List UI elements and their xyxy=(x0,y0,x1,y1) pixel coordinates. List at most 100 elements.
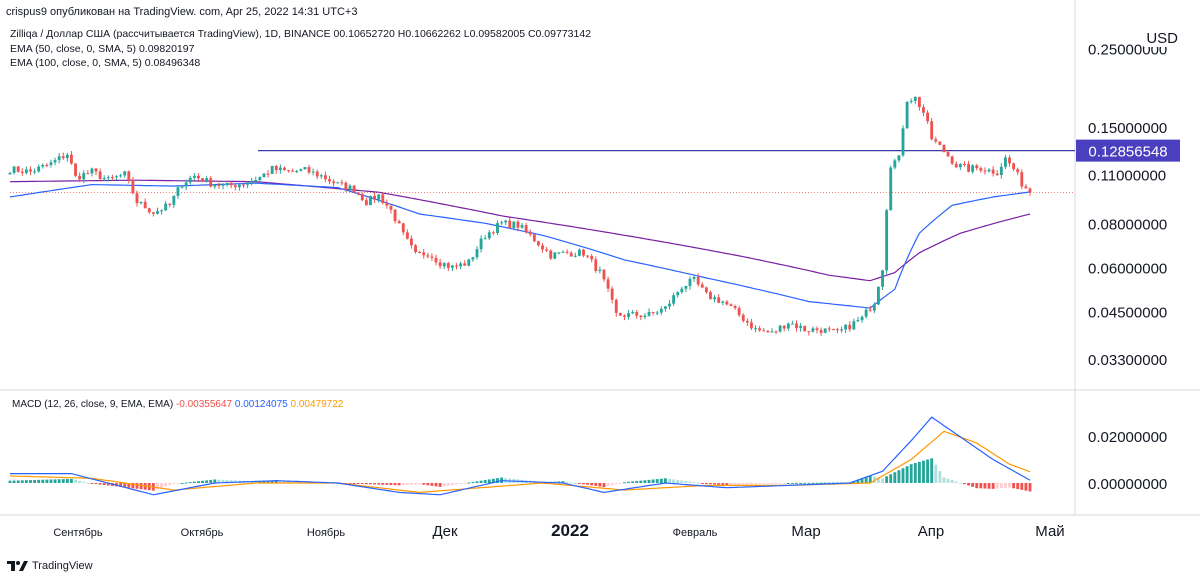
macd-histogram-bar xyxy=(782,483,786,484)
candle-body xyxy=(623,315,626,317)
candle-body xyxy=(786,323,790,329)
candle-body xyxy=(463,263,467,266)
macd-histogram-bar xyxy=(270,480,274,483)
macd-histogram-bar xyxy=(295,481,299,483)
candle-body xyxy=(532,234,536,242)
candle-body xyxy=(963,164,966,166)
macd-histogram-bar xyxy=(258,481,262,483)
macd-hist-value: -0.00355647 xyxy=(175,399,233,410)
candle-body xyxy=(139,201,143,204)
macd-histogram-bar xyxy=(672,479,676,483)
candle-body xyxy=(192,175,196,178)
candle-body xyxy=(717,297,721,303)
candle-body xyxy=(516,221,520,228)
macd-histogram-bar xyxy=(610,483,614,486)
macd-histogram-bar xyxy=(192,481,196,483)
macd-histogram-bar xyxy=(49,479,53,483)
candle-body xyxy=(12,166,16,173)
candle-body xyxy=(1020,172,1024,187)
candle-body xyxy=(393,209,397,222)
macd-histogram-bar xyxy=(778,483,782,484)
time-axis-label: Мар xyxy=(791,523,820,540)
macd-histogram-bar xyxy=(438,483,442,487)
candle-body xyxy=(115,176,118,178)
macd-histogram-bar xyxy=(922,460,925,483)
candle-body xyxy=(520,225,524,228)
macd-histogram-bar xyxy=(479,480,483,483)
candle-body xyxy=(815,328,819,331)
candle-body xyxy=(524,225,528,232)
publisher-line: crispus9 опубликован на TradingView. com… xyxy=(6,6,358,18)
candle-body xyxy=(106,176,110,178)
candle-body xyxy=(840,329,843,331)
tradingview-footer: TradingView xyxy=(6,560,93,572)
macd-histogram-bar xyxy=(401,483,405,486)
candle-body xyxy=(229,182,233,186)
macd-histogram-bar xyxy=(635,481,639,483)
candle-body xyxy=(614,299,618,313)
candle-body xyxy=(995,173,999,176)
candle-body xyxy=(160,210,163,212)
candle-body xyxy=(147,208,151,213)
candle-body xyxy=(561,251,565,253)
candle-body xyxy=(336,182,340,184)
candle-body xyxy=(696,276,700,285)
candle-body xyxy=(541,245,544,250)
macd-histogram-bar xyxy=(98,483,102,485)
macd-histogram-bar xyxy=(893,472,897,483)
candle-body xyxy=(250,180,254,183)
macd-histogram-bar xyxy=(12,480,16,483)
candle-body xyxy=(360,193,364,201)
macd-histogram-bar xyxy=(61,479,65,483)
candle-body xyxy=(954,163,958,168)
macd-histogram-bar xyxy=(405,483,409,485)
candle-body xyxy=(565,251,569,253)
macd-histogram-bar xyxy=(164,483,168,487)
macd-histogram-bar xyxy=(639,480,643,483)
candle-body xyxy=(659,308,663,313)
candle-body xyxy=(618,312,622,316)
macd-histogram-bar xyxy=(868,475,872,483)
macd-histogram-bar xyxy=(655,479,659,483)
candle-body xyxy=(78,175,82,180)
macd-histogram-bar xyxy=(889,474,893,483)
candle-body xyxy=(172,195,176,205)
macd-histogram-bar xyxy=(41,479,45,483)
candle-body xyxy=(700,284,704,288)
macd-histogram-bar xyxy=(676,479,680,483)
macd-histogram-bar xyxy=(29,480,32,483)
macd-histogram-bar xyxy=(1028,483,1032,492)
macd-histogram-bar xyxy=(434,483,438,487)
ema50-line xyxy=(9,182,1031,309)
macd-legend-label: MACD (12, 26, close, 9, EMA, EMA) xyxy=(12,399,174,410)
candle-body xyxy=(397,221,401,224)
candle-body xyxy=(479,238,483,250)
candle-body xyxy=(344,182,348,190)
candle-body xyxy=(778,325,782,332)
candle-body xyxy=(123,171,127,176)
macd-histogram-bar xyxy=(348,483,352,484)
candle-body xyxy=(926,112,930,122)
macd-histogram-bar xyxy=(94,483,98,485)
macd-histogram-bar xyxy=(123,483,127,488)
macd-histogram-bar xyxy=(74,479,77,483)
ema50-legend: EMA (50, close, 0, SMA, 5) 0.09820197 xyxy=(10,43,195,55)
macd-histogram-bar xyxy=(856,479,860,483)
macd-histogram-bar xyxy=(184,482,188,484)
currency-label[interactable]: USD xyxy=(1144,30,1180,47)
macd-histogram-bar xyxy=(471,481,475,483)
macd-histogram-bar xyxy=(811,482,815,484)
candle-body xyxy=(836,329,839,331)
macd-histogram-bar xyxy=(364,483,368,485)
macd-histogram-bar xyxy=(82,481,86,483)
candle-body xyxy=(311,171,315,173)
time-axis-label: Октябрь xyxy=(181,527,224,539)
macd-histogram-bar xyxy=(614,483,618,485)
macd-histogram-bar xyxy=(647,479,651,483)
candle-body xyxy=(61,156,65,159)
candle-body xyxy=(737,308,741,316)
macd-histogram-bar xyxy=(774,483,778,484)
candle-body xyxy=(33,171,37,173)
candle-body xyxy=(86,173,90,175)
